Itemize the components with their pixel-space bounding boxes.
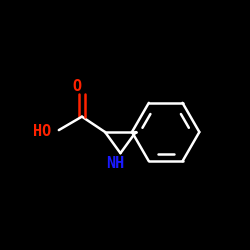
Text: O: O xyxy=(72,79,82,94)
Text: NH: NH xyxy=(106,156,125,171)
Text: HO: HO xyxy=(33,124,52,138)
